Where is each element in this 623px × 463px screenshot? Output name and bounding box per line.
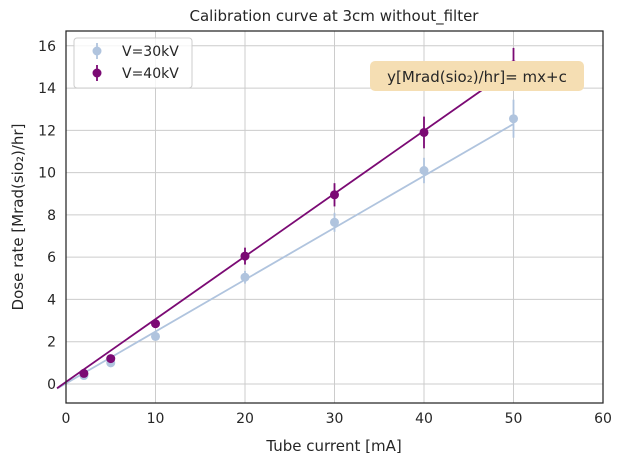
equation-text: y[Mrad(sio₂)/hr]= mx+c — [387, 68, 567, 86]
x-tick-label: 0 — [62, 411, 71, 427]
data-point — [79, 368, 89, 378]
y-tick-label: 14 — [38, 81, 56, 97]
y-tick-label: 4 — [47, 292, 56, 308]
data-point — [240, 272, 250, 282]
legend-label: V=30kV — [122, 44, 179, 60]
x-axis-label: Tube current [mA] — [265, 437, 401, 455]
data-point — [330, 190, 339, 200]
legend-label: V=40kV — [122, 66, 179, 82]
chart-title: Calibration curve at 3cm without_filter — [190, 7, 480, 26]
y-tick-label: 6 — [47, 250, 56, 266]
y-tick-label: 16 — [38, 39, 56, 55]
y-tick-label: 2 — [47, 335, 56, 351]
x-tick-label: 30 — [326, 411, 344, 427]
data-point — [106, 354, 116, 364]
equation-annotation: y[Mrad(sio₂)/hr]= mx+c — [370, 61, 584, 91]
legend-marker — [92, 68, 102, 78]
legend-box — [73, 37, 193, 89]
x-tick-label: 10 — [147, 411, 165, 427]
y-tick-label: 12 — [38, 123, 56, 139]
data-point — [240, 251, 250, 261]
data-point — [151, 319, 160, 329]
x-tick-label: 20 — [236, 411, 254, 427]
data-points — [79, 60, 518, 381]
x-tick-label: 50 — [505, 411, 523, 427]
x-tick-label: 40 — [415, 411, 433, 427]
data-point — [330, 217, 339, 227]
legend-marker — [92, 46, 102, 56]
legend: V=30kV V=40kV — [73, 37, 193, 89]
fit-line-series-1 — [56, 123, 514, 390]
y-tick-label: 0 — [47, 377, 56, 393]
data-point — [151, 331, 160, 341]
fit-line-series-2 — [56, 67, 515, 389]
tick-labels: 0 10 20 30 40 50 60 0 2 4 6 8 10 12 14 16 — [38, 39, 612, 427]
grid-lines — [65, 31, 604, 403]
x-tick-label: 60 — [594, 411, 612, 427]
y-tick-label: 8 — [47, 208, 56, 224]
data-point — [419, 127, 429, 137]
y-tick-label: 10 — [38, 166, 56, 182]
equation-box — [370, 61, 584, 91]
data-point — [509, 114, 518, 124]
data-point — [419, 166, 429, 175]
fit-lines — [56, 67, 515, 390]
y-axis-label: Dose rate [Mrad(sio₂)/hr] — [9, 124, 27, 311]
plot-frame — [65, 30, 604, 404]
